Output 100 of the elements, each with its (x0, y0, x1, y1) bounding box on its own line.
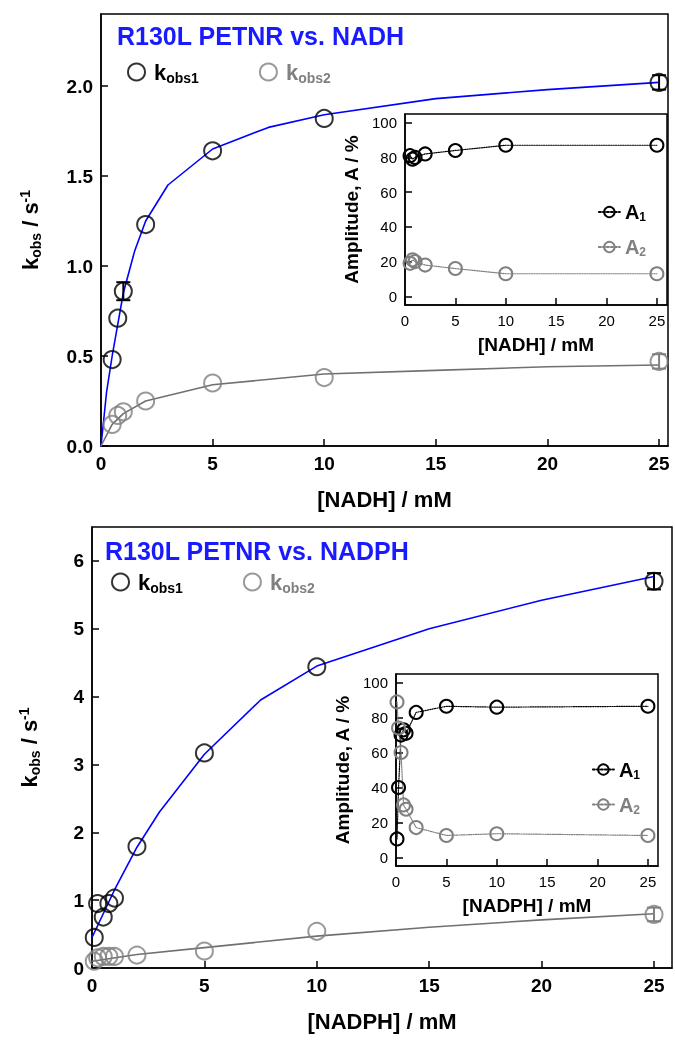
point (136, 391, 156, 411)
point (408, 820, 424, 836)
point (99, 894, 119, 914)
chart-title: R130L PETNR vs. NADH (117, 21, 405, 50)
point (393, 745, 409, 761)
y-tick-label: 60 (380, 183, 397, 201)
y-tick-label: 5 (73, 618, 85, 640)
point (489, 699, 505, 715)
point (88, 894, 108, 914)
point (194, 941, 214, 961)
x-tick-label: 25 (639, 873, 657, 890)
y-tick-label: 1.0 (66, 255, 93, 277)
y-tick-label: 20 (371, 813, 388, 831)
x-tick-label: 0 (400, 312, 410, 329)
x-tick-label: 20 (589, 873, 606, 890)
x-tick-label: 5 (199, 975, 211, 996)
point (127, 837, 147, 857)
point (640, 827, 656, 843)
x-tick-label: 10 (488, 873, 506, 890)
point (127, 945, 147, 965)
point (447, 261, 463, 277)
x-tick-label: 15 (538, 873, 556, 890)
x-axis-title: [NADH] / mM (477, 334, 595, 355)
point (398, 801, 414, 817)
x-tick-label: 20 (536, 453, 559, 474)
x-tick-label: 5 (207, 453, 219, 474)
y-tick-label: 20 (380, 253, 397, 271)
point (113, 402, 133, 422)
y-tick-label: 0.0 (66, 435, 93, 457)
y-tick-label: 0.5 (66, 345, 94, 367)
point (391, 720, 407, 736)
point (417, 257, 433, 273)
point (489, 826, 505, 842)
x-tick-label: 10 (497, 312, 515, 329)
chart-title: R130L PETNR vs. NADPH (105, 536, 409, 565)
x-axis-title: [NADPH] / mM (307, 1008, 457, 1034)
x-tick-label: 0 (95, 453, 107, 474)
y-axis-title: Amplitude, A / % (332, 695, 354, 845)
point (649, 266, 665, 282)
point (389, 694, 405, 710)
y-tick-label: 1 (73, 889, 85, 911)
point (389, 831, 405, 847)
point (105, 888, 124, 908)
y-tick-label: 0 (388, 287, 397, 305)
point (498, 266, 514, 282)
y-tick-label: 2.0 (66, 75, 93, 97)
point (203, 141, 223, 161)
point (93, 946, 113, 966)
point (314, 108, 334, 128)
point (391, 779, 407, 795)
x-tick-label: 25 (643, 975, 666, 996)
point (447, 142, 463, 158)
x-tick-label: 20 (598, 312, 615, 329)
point (640, 698, 656, 714)
point (408, 704, 424, 720)
y-tick-label: 0 (379, 848, 388, 866)
x-axis-title: [NADPH] / mM (462, 895, 592, 916)
y-tick-label: 100 (362, 674, 388, 692)
x-tick-label: 15 (547, 312, 565, 329)
point (194, 743, 214, 763)
point (108, 405, 128, 425)
y-tick-label: 0 (73, 957, 84, 979)
point (102, 350, 122, 370)
x-axis-title: [NADH] / mM (317, 486, 452, 512)
y-tick-label: 6 (73, 550, 84, 572)
x-tick-label: 25 (648, 453, 671, 474)
x-tick-label: 15 (425, 453, 447, 474)
point (393, 727, 409, 743)
x-tick-label: 25 (648, 312, 666, 329)
point (84, 927, 104, 947)
point (438, 827, 454, 843)
point (99, 946, 119, 966)
y-tick-label: 80 (380, 148, 397, 166)
point (136, 215, 156, 235)
y-tick-label: 100 (371, 114, 397, 132)
y-tick-label: 60 (371, 744, 388, 762)
y-tick-label: 1.5 (66, 165, 94, 187)
y-tick-label: 3 (73, 753, 84, 775)
point (102, 414, 122, 434)
point (396, 797, 412, 813)
point (438, 698, 454, 714)
y-tick-label: 4 (73, 686, 85, 708)
x-tick-label: 20 (531, 975, 553, 996)
x-tick-label: 10 (306, 975, 328, 996)
point (307, 921, 327, 941)
y-tick-label: 80 (371, 709, 388, 727)
point (108, 308, 128, 328)
y-tick-label: 40 (380, 218, 397, 236)
x-tick-label: 10 (313, 453, 335, 474)
point (649, 137, 665, 153)
point (314, 368, 334, 388)
point (93, 907, 113, 927)
point (417, 146, 433, 162)
y-tick-label: 40 (371, 778, 388, 796)
x-tick-label: 15 (418, 975, 441, 996)
point (203, 373, 223, 393)
x-tick-label: 5 (451, 312, 460, 329)
line-series (91, 575, 655, 939)
x-tick-label: 5 (442, 873, 451, 890)
point (307, 657, 327, 677)
